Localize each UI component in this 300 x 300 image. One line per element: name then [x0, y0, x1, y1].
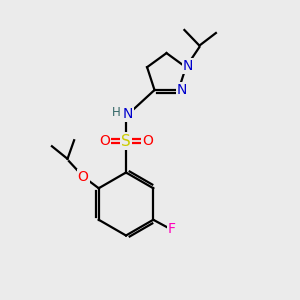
Text: O: O [78, 170, 88, 184]
Text: F: F [168, 222, 176, 236]
Text: H: H [112, 106, 121, 119]
Text: O: O [142, 134, 153, 148]
Text: N: N [123, 107, 133, 121]
Text: S: S [121, 134, 131, 148]
Text: O: O [99, 134, 110, 148]
Text: N: N [183, 59, 194, 73]
Text: N: N [177, 83, 187, 97]
